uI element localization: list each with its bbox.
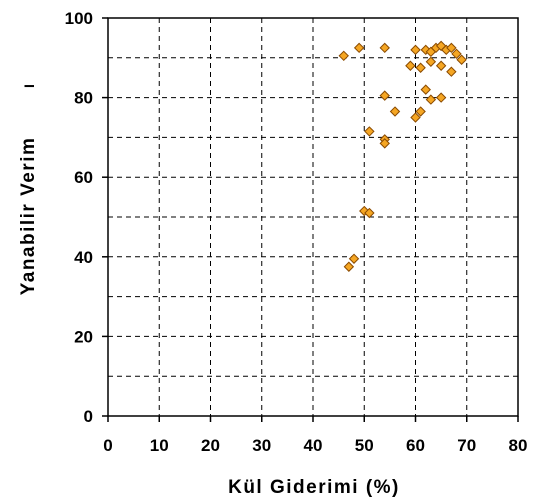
data-point [451, 48, 462, 60]
y-tick-label: 80 [74, 89, 93, 108]
x-tick-labels: 0 10 20 30 40 50 60 70 80 [103, 436, 527, 455]
y-tick-label: 60 [74, 168, 93, 187]
data-point [364, 207, 375, 219]
y-axis-label-suffix: I [21, 84, 37, 88]
data-point [456, 54, 467, 65]
y-tick-label: 100 [65, 9, 93, 28]
grid-lines [108, 18, 518, 416]
x-tick-label: 60 [406, 436, 425, 455]
x-tick-label: 80 [509, 436, 528, 455]
data-point [435, 60, 447, 71]
data-point [338, 50, 349, 62]
data-point [410, 44, 421, 56]
data-point [410, 112, 421, 123]
x-tick-label: 30 [252, 436, 271, 455]
data-points [338, 40, 467, 272]
y-tick-label: 0 [84, 407, 93, 426]
data-point [379, 90, 390, 101]
data-point [353, 42, 365, 54]
data-point [415, 62, 426, 73]
data-point [425, 56, 437, 67]
data-point [446, 66, 457, 77]
x-tick-label: 10 [150, 436, 169, 455]
data-point [405, 60, 416, 71]
data-point [420, 84, 431, 95]
y-tick-label: 20 [74, 327, 93, 346]
y-axis-label: Yanabilir Verim [18, 137, 39, 296]
x-tick-label: 40 [304, 436, 323, 455]
data-point [364, 126, 375, 137]
x-tick-label: 20 [201, 436, 220, 455]
data-point [415, 106, 426, 117]
x-tick-label: 0 [103, 436, 112, 455]
y-tick-label: 40 [74, 248, 93, 267]
y-tick-labels: 0 20 40 60 80 100 [65, 9, 93, 426]
data-point [348, 253, 360, 264]
data-point [343, 261, 355, 272]
data-point [379, 138, 390, 149]
axis-ticks [102, 17, 519, 422]
x-tick-label: 70 [457, 436, 476, 455]
data-point [435, 92, 447, 103]
x-tick-label: 50 [355, 436, 374, 455]
data-point [379, 42, 390, 54]
data-point [446, 42, 457, 54]
y-axis-label-group: Yanabilir Verim I [18, 84, 39, 295]
x-axis-label: Kül Giderimi (%) [228, 477, 400, 498]
data-point [389, 106, 401, 117]
data-point [425, 94, 437, 105]
